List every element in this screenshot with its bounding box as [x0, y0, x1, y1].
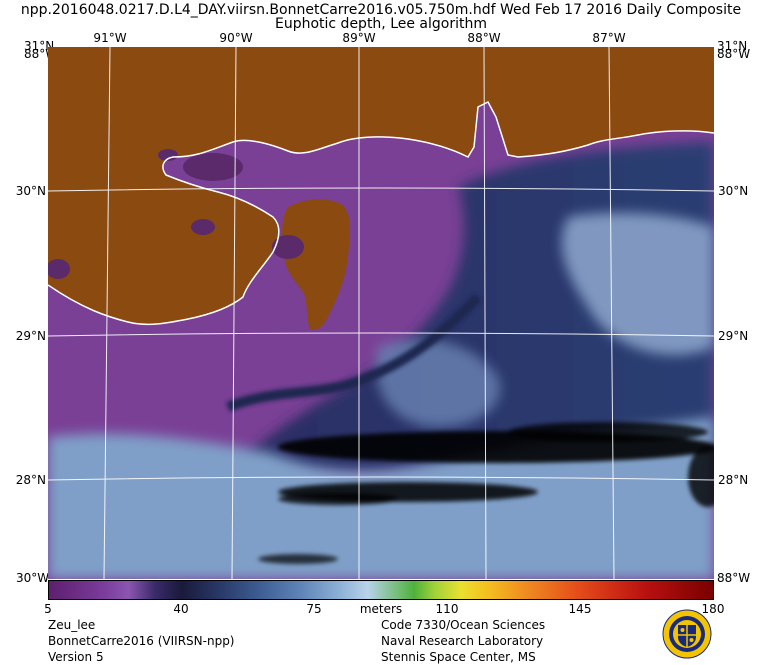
- corner-bottom-left: 30°W: [16, 571, 50, 585]
- lat-label-30n-left: 30°N: [15, 184, 46, 198]
- mid-eddy-light: [561, 212, 714, 355]
- colorbar-tick-180: 180: [701, 602, 725, 616]
- colorbar-tick-110: 110: [435, 602, 459, 616]
- colorbar-tick-40: 40: [173, 602, 189, 616]
- lon-label-91w: 91°W: [93, 31, 127, 45]
- no-data-speckle: [258, 422, 714, 564]
- footer-lab: Naval Research Laboratory: [381, 634, 544, 648]
- footer-location: Stennis Space Center, MS: [381, 650, 536, 664]
- product-title: Euphotic depth, Lee algorithm: [274, 16, 488, 32]
- colorbar-tick-145: 145: [568, 602, 592, 616]
- footer-code: Code 7330/Ocean Sciences: [381, 618, 546, 632]
- lat-label-28n-right: 28°N: [718, 473, 749, 487]
- coastline: [48, 101, 714, 326]
- lon-label-88w: 88°W: [467, 31, 501, 45]
- corner-lon-top-right: 88°W: [717, 47, 751, 61]
- footer-dataset: BonnetCarre2016 (VIIRSN-npp): [48, 634, 235, 648]
- corner-bottom-right: 88°W: [717, 571, 751, 585]
- lon-label-90w: 90°W: [219, 31, 253, 45]
- euphotic-depth-map[interactable]: [48, 47, 714, 579]
- delta-land: [282, 199, 351, 330]
- footer-variable: Zeu_lee: [48, 618, 96, 632]
- colorbar-tick-5: 5: [44, 602, 52, 616]
- lat-label-29n-right: 29°N: [718, 329, 749, 343]
- colorbar-tick-75: 75: [306, 602, 322, 616]
- dark-filament: [226, 293, 482, 412]
- lat-label-30n-right: 30°N: [718, 184, 749, 198]
- lat-label-28n-left: 28°N: [15, 473, 46, 487]
- corner-lat-top-left: 31°N: [24, 39, 55, 53]
- colorbar-unit: meters: [359, 602, 403, 616]
- inland-lakes: [48, 149, 304, 279]
- file-title: npp.2016048.0217.D.L4_DAY.viirsn.BonnetC…: [20, 2, 742, 18]
- lat-label-29n-left: 29°N: [15, 329, 46, 343]
- footer-version: Version 5: [48, 650, 104, 664]
- lon-label-87w: 87°W: [592, 31, 626, 45]
- graticule: [48, 47, 714, 579]
- naval-research-laboratory-seal: [662, 609, 712, 659]
- colorbar: [48, 580, 714, 600]
- corner-lat-top-right: 31°N: [717, 39, 748, 53]
- lon-label-89w: 89°W: [342, 31, 376, 45]
- land-mass: [48, 47, 714, 325]
